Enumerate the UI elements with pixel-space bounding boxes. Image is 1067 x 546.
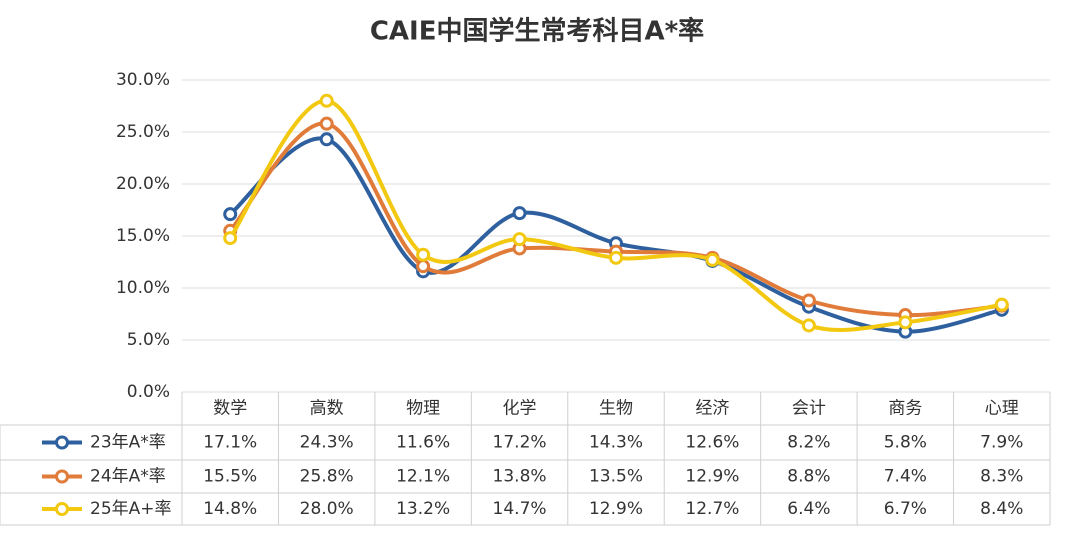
y-tick-label: 30.0% (116, 70, 170, 90)
value-label: 13.5% (589, 467, 643, 487)
legend-label: 23年A*率 (90, 433, 166, 453)
point (319, 132, 334, 147)
value-label: 12.7% (685, 499, 739, 519)
point (994, 297, 1009, 312)
value-label: 12.9% (589, 499, 643, 519)
x-tick-label: 化学 (503, 399, 537, 419)
x-tick-label: 生物 (599, 399, 633, 419)
point (416, 259, 431, 274)
value-label: 7.9% (980, 433, 1023, 453)
value-label: 13.2% (396, 499, 450, 519)
value-label: 8.8% (787, 467, 830, 487)
point (609, 250, 623, 265)
legend-label: 25年A+率 (90, 499, 172, 519)
value-label: 5.8% (884, 433, 927, 453)
x-tick-label: 数学 (213, 399, 247, 419)
y-tick-label: 20.0% (116, 174, 170, 194)
value-label: 12.6% (685, 433, 739, 453)
x-tick-label: 心理 (985, 399, 1019, 419)
value-label: 25.8% (300, 467, 354, 487)
x-tick-label: 商务 (888, 399, 922, 419)
point (223, 231, 238, 246)
value-label: 6.4% (787, 499, 830, 519)
x-tick-label: 物理 (406, 399, 440, 419)
value-label: 17.2% (493, 433, 547, 453)
value-label: 11.6% (396, 433, 450, 453)
point (512, 232, 527, 247)
y-tick-label: 10.0% (116, 278, 170, 298)
value-label: 14.8% (203, 499, 257, 519)
y-tick-label: 25.0% (116, 122, 170, 142)
point (416, 247, 431, 262)
legend-marker (55, 469, 69, 484)
value-label: 14.7% (493, 499, 547, 519)
point (319, 93, 334, 108)
point (801, 318, 816, 333)
series-line (228, 98, 1004, 333)
point (223, 207, 238, 222)
y-tick-label: 15.0% (116, 226, 170, 246)
value-label: 12.9% (685, 467, 739, 487)
point (512, 206, 527, 221)
value-label: 14.3% (589, 433, 643, 453)
legend-marker (55, 435, 69, 450)
value-label: 13.8% (493, 467, 547, 487)
value-label: 8.4% (980, 499, 1023, 519)
y-tick-label: 5.0% (127, 330, 170, 350)
point (705, 252, 720, 267)
series-line (228, 121, 1004, 318)
point (801, 293, 816, 308)
value-label: 8.2% (787, 433, 830, 453)
x-tick-label: 经济 (695, 399, 729, 419)
value-label: 17.1% (203, 433, 257, 453)
value-label: 28.0% (300, 499, 354, 519)
value-label: 12.1% (396, 467, 450, 487)
x-tick-label: 高数 (310, 399, 344, 419)
value-label: 15.5% (203, 467, 257, 487)
value-label: 8.3% (980, 467, 1023, 487)
chart-title: CAIE中国学生常考科目A*率 (370, 16, 704, 47)
x-tick-label: 会计 (792, 399, 826, 419)
legend-label: 24年A*率 (90, 467, 166, 487)
point (319, 116, 334, 131)
legend-marker (55, 502, 69, 516)
value-label: 7.4% (884, 467, 927, 487)
point (898, 315, 913, 330)
value-label: 24.3% (300, 433, 354, 453)
y-tick-label: 0.0% (127, 382, 170, 402)
value-label: 6.7% (884, 499, 927, 519)
